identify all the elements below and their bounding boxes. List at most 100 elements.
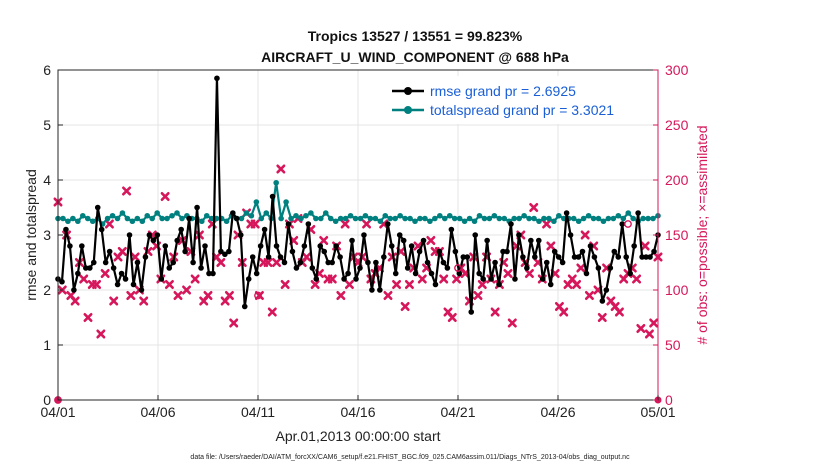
spread-point-89	[496, 215, 503, 222]
rmse-point-150	[651, 248, 657, 255]
spread-point-109	[595, 215, 602, 222]
obs-assimilated-point-50	[267, 307, 277, 317]
rmse-point-30	[174, 237, 181, 244]
obs-assimilated-point-98	[473, 291, 483, 300]
x-tick-label-4: 04/21	[440, 404, 475, 420]
rmse-point-140	[611, 248, 618, 255]
obs-assimilated-point-68	[344, 280, 354, 289]
obs-assimilated-point-122	[576, 263, 586, 273]
rmse-point-113	[504, 248, 510, 255]
rmse-point-128	[563, 210, 570, 216]
rmse-point-83	[385, 221, 391, 227]
rmse-point-64	[309, 265, 316, 271]
obs-assimilated-point-110	[524, 269, 534, 278]
rmse-point-60	[293, 265, 300, 271]
spread-point-61	[357, 215, 364, 222]
obs-assimilated-point-9	[92, 280, 102, 289]
spread-point-66	[382, 212, 389, 219]
y-right-tick-label-0: 0	[665, 392, 673, 408]
obs-assimilated-point-60	[310, 280, 320, 289]
spread-point-10	[104, 215, 111, 222]
spread-point-16	[134, 215, 141, 222]
obs-assimilated-point-11	[100, 269, 110, 278]
rmse-point-85	[392, 270, 399, 277]
spread-point-29	[199, 218, 205, 225]
rmse-point-126	[555, 254, 562, 260]
obs-assimilated-point-115	[546, 241, 556, 251]
x-tick-label-0: 04/01	[40, 404, 75, 420]
obs-assimilated-point-114	[542, 219, 552, 229]
rmse-point-59	[289, 248, 296, 255]
obs-assimilated-point-82	[404, 280, 414, 289]
legend: rmse grand pr = 2.6925 totalspread grand…	[386, 76, 654, 124]
spread-point-112	[610, 215, 617, 222]
spread-point-46	[283, 199, 289, 205]
rmse-point-97	[440, 259, 447, 266]
rmse-point-108	[484, 237, 490, 244]
rmse-point-89	[408, 243, 415, 249]
x-tick-label-6: 05/01	[640, 404, 675, 420]
obs-assimilated-point-6	[79, 274, 89, 284]
spread-point-85	[476, 212, 483, 219]
obs-assimilated-point-52	[276, 164, 286, 174]
rmse-point-119	[528, 237, 534, 244]
rmse-point-54	[269, 193, 276, 200]
rmse-point-10	[94, 204, 101, 211]
obs-assimilated-point-67	[340, 219, 350, 229]
obs-assimilated-point-106	[507, 318, 517, 328]
spread-point-81	[456, 215, 463, 222]
x-axis-label: Apr.01,2013 00:00:00 start	[275, 428, 440, 444]
spread-point-38	[243, 210, 250, 216]
spread-point-75	[427, 218, 433, 225]
obs-assimilated-point-41	[229, 318, 239, 328]
y-right-tick-label-4: 200	[665, 172, 689, 188]
spread-point-88	[491, 212, 498, 219]
rmse-point-87	[400, 237, 407, 244]
obs-assimilated-point-53	[280, 280, 290, 289]
rmse-point-141	[615, 254, 622, 260]
obs-assimilated-point-99	[477, 280, 487, 289]
rmse-point-103	[464, 254, 471, 260]
spread-point-111	[605, 215, 612, 222]
rmse-point-11	[98, 226, 105, 233]
rmse-point-9	[90, 259, 97, 266]
spread-point-22	[164, 215, 170, 222]
rmse-point-118	[524, 265, 530, 271]
rmse-point-74	[349, 237, 355, 244]
obs-possible-point-2	[454, 264, 462, 272]
rmse-point-76	[357, 265, 363, 271]
spread-point-32	[213, 215, 220, 222]
legend-spread-marker	[404, 106, 412, 114]
spread-point-113	[615, 212, 622, 219]
rmse-point-144	[627, 270, 633, 277]
obs-assimilated-point-15	[117, 247, 127, 256]
rmse-point-96	[436, 248, 443, 255]
obs-assimilated-point-127	[597, 313, 607, 322]
spread-point-93	[516, 215, 522, 222]
rmse-point-39	[210, 270, 216, 277]
rmse-point-91	[416, 248, 423, 255]
spread-point-58	[342, 215, 349, 222]
obs-assimilated-point-46	[250, 219, 260, 229]
obs-assimilated-point-81	[400, 302, 410, 311]
spread-point-45	[278, 215, 284, 222]
spread-point-44	[273, 179, 279, 186]
spread-point-116	[630, 215, 637, 222]
rmse-point-58	[285, 221, 292, 227]
rmse-point-139	[607, 265, 614, 271]
spread-point-90	[501, 215, 508, 222]
rmse-point-49	[249, 254, 256, 260]
obs-assimilated-point-124	[584, 291, 594, 300]
rmse-point-5	[75, 270, 81, 277]
spread-point-42	[263, 210, 270, 216]
rmse-point-99	[448, 226, 455, 233]
rmse-point-25	[154, 232, 161, 238]
rmse-point-95	[432, 281, 439, 288]
rmse-point-75	[353, 276, 359, 282]
rmse-point-90	[412, 270, 419, 277]
rmse-point-28	[166, 265, 173, 271]
obs-assimilated-point-28	[173, 291, 183, 300]
spread-point-13	[119, 210, 126, 216]
obs-assimilated-point-47	[254, 291, 264, 300]
